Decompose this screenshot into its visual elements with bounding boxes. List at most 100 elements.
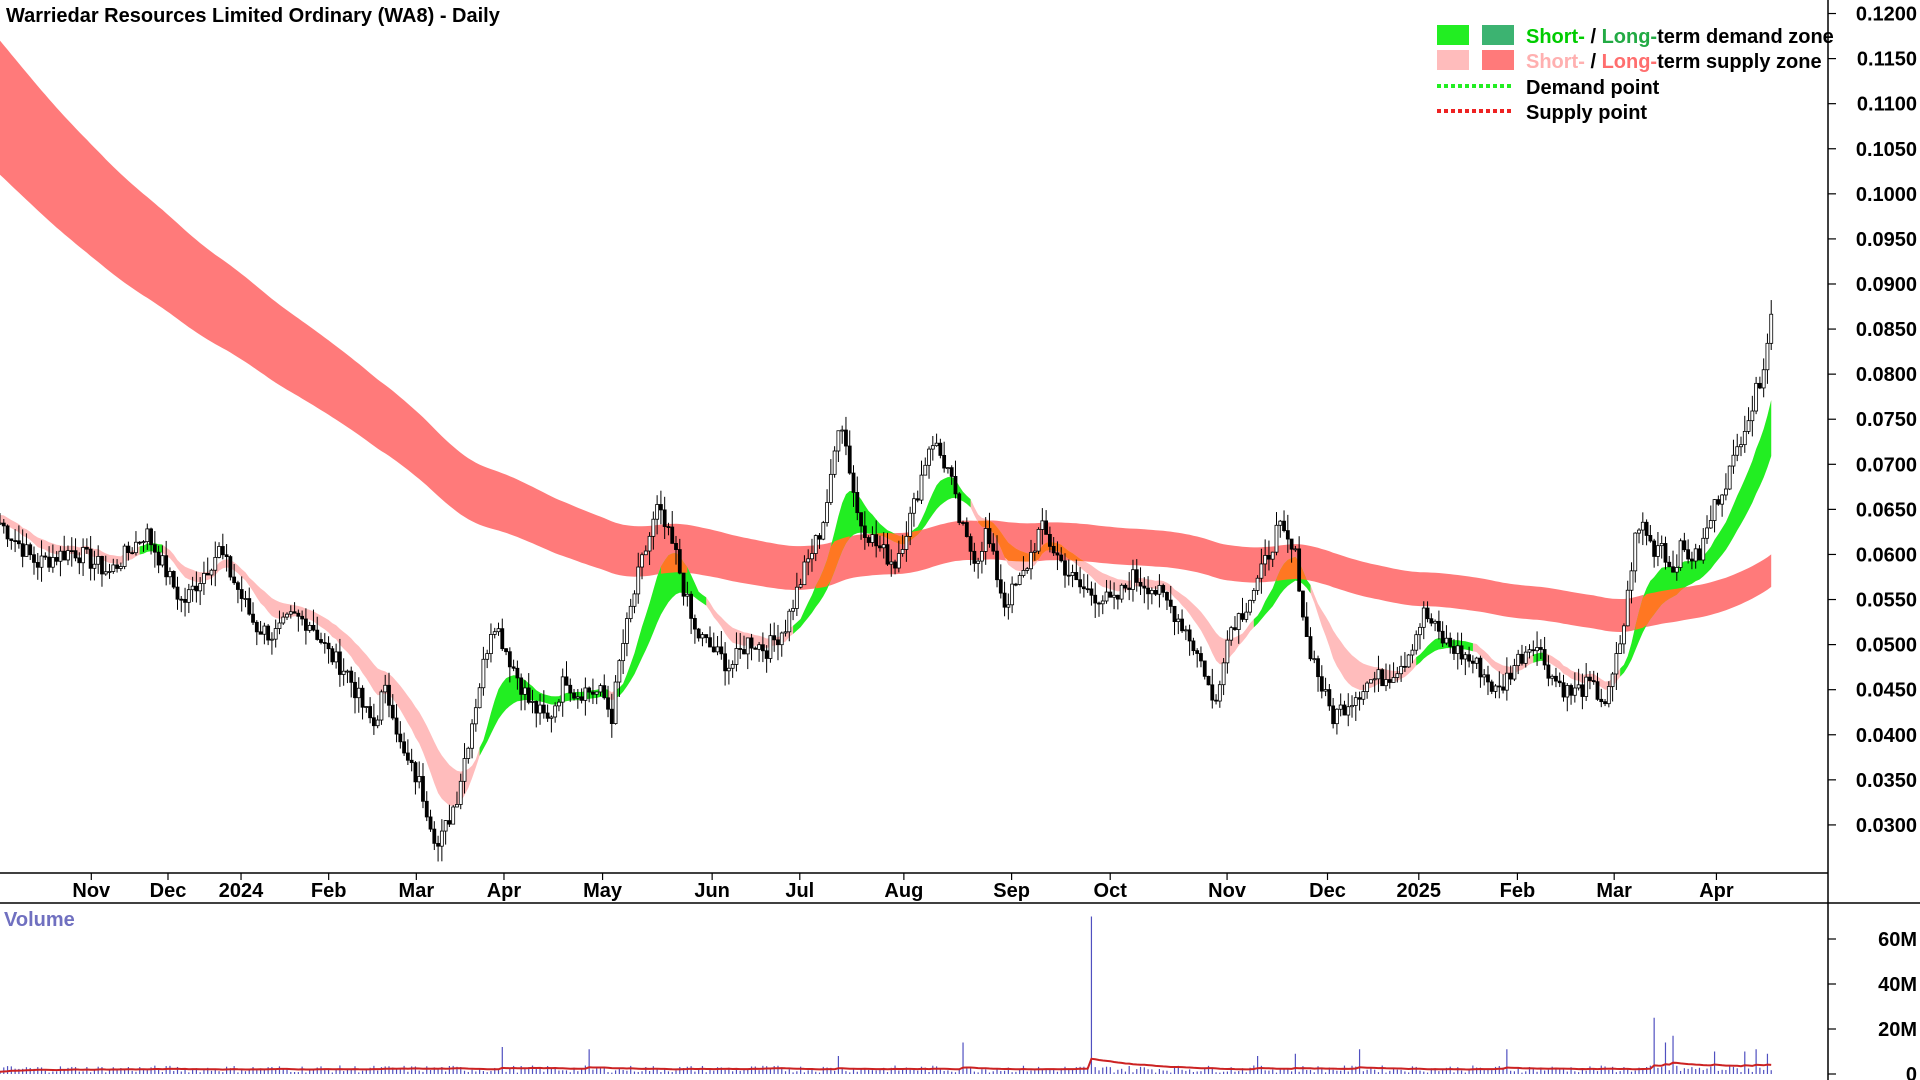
candle-body bbox=[198, 583, 203, 592]
candle-body bbox=[519, 677, 524, 695]
candle-body bbox=[1165, 592, 1169, 601]
candle-body bbox=[443, 820, 448, 832]
candle-body bbox=[1708, 520, 1713, 529]
candle-body bbox=[1055, 552, 1060, 556]
candle-body bbox=[1040, 520, 1045, 530]
candle-body bbox=[859, 512, 863, 527]
candle-body bbox=[787, 610, 792, 633]
time-tick-label: 2024 bbox=[219, 880, 264, 902]
candle-body bbox=[1656, 545, 1660, 557]
candle-body bbox=[107, 571, 112, 573]
candle-body bbox=[1316, 658, 1320, 678]
candle-body bbox=[1369, 679, 1373, 684]
candle-body bbox=[39, 555, 44, 568]
candle-body bbox=[387, 684, 391, 706]
time-tick-label: Nov bbox=[72, 880, 111, 902]
candle-body bbox=[1206, 675, 1211, 686]
candle-body bbox=[337, 651, 342, 675]
candle-body bbox=[632, 593, 637, 607]
candle-body bbox=[398, 733, 403, 743]
candle-body bbox=[791, 608, 795, 612]
candle-body bbox=[458, 780, 463, 805]
candle-body bbox=[1047, 533, 1052, 547]
candle-body bbox=[1693, 548, 1698, 562]
candle-body bbox=[1754, 382, 1759, 412]
volume-tick-label: 20M bbox=[1878, 1019, 1917, 1041]
candle-body bbox=[1452, 646, 1456, 654]
legend: Short- / Long-term demand zone Short- / … bbox=[1437, 25, 1834, 124]
candle-body bbox=[866, 537, 871, 543]
legend-supply-zone: Short- / Long-term supply zone bbox=[1526, 51, 1822, 73]
candle-body bbox=[1712, 499, 1717, 521]
candle-body bbox=[1217, 684, 1222, 702]
candle-body bbox=[126, 545, 131, 554]
candle-body bbox=[349, 670, 354, 683]
candle-body bbox=[806, 558, 811, 563]
candle-body bbox=[1157, 585, 1162, 595]
candle-body bbox=[69, 550, 74, 553]
candle-body bbox=[749, 637, 754, 649]
candle-body bbox=[311, 624, 316, 631]
candle-body bbox=[247, 598, 252, 615]
candle-body bbox=[594, 691, 599, 695]
time-tick-label: Nov bbox=[1208, 880, 1247, 902]
candle-body bbox=[243, 598, 248, 600]
candle-body bbox=[492, 631, 497, 635]
candle-body bbox=[1014, 583, 1018, 586]
candle-body bbox=[202, 573, 206, 584]
candle-body bbox=[1176, 618, 1181, 623]
candle-body bbox=[1501, 686, 1505, 691]
candle-body bbox=[1731, 454, 1736, 467]
candle-body bbox=[447, 820, 452, 825]
candle-body bbox=[1467, 654, 1471, 662]
candle-body bbox=[288, 611, 293, 615]
candle-body bbox=[209, 569, 214, 576]
candle-body bbox=[1769, 313, 1774, 344]
candle-body bbox=[598, 685, 603, 693]
candle-body bbox=[1357, 697, 1362, 700]
candle-body bbox=[251, 613, 255, 623]
time-tick-label: Oct bbox=[1094, 880, 1128, 902]
candle-body bbox=[405, 752, 410, 761]
candle-body bbox=[730, 664, 735, 669]
candle-body bbox=[643, 550, 648, 556]
candle-body bbox=[511, 666, 516, 669]
candle-body bbox=[980, 551, 984, 562]
candle-body bbox=[1606, 686, 1611, 705]
candle-body bbox=[485, 653, 490, 660]
candle-body bbox=[983, 528, 988, 552]
volume-ticks: 60M 40M 20M 0 bbox=[1828, 929, 1917, 1080]
candle-body bbox=[164, 555, 169, 578]
price-ticks: 0.0300 0.0350 0.0400 0.0450 0.0500 0.0550 0.06… bbox=[1828, 4, 1917, 837]
candle-body bbox=[662, 509, 667, 527]
candle-body bbox=[1538, 647, 1543, 650]
candle-body bbox=[723, 653, 728, 672]
candle-body bbox=[489, 634, 493, 655]
candle-body bbox=[1168, 599, 1173, 607]
candle-body bbox=[685, 593, 690, 597]
candle-body bbox=[776, 639, 780, 646]
candle-body bbox=[1180, 618, 1184, 632]
candle-body bbox=[62, 550, 67, 561]
candle-body bbox=[292, 611, 297, 614]
candle-body bbox=[942, 455, 947, 469]
candle-body bbox=[1293, 548, 1298, 551]
candle-body bbox=[1622, 625, 1626, 645]
price-tick-label: 0.0500 bbox=[1856, 635, 1917, 657]
candle-body bbox=[1629, 570, 1634, 591]
price-tick-label: 0.0300 bbox=[1856, 815, 1917, 837]
candle-body bbox=[168, 571, 172, 578]
candle-body bbox=[1384, 679, 1388, 687]
candle-body bbox=[946, 467, 950, 470]
price-tick-label: 0.0900 bbox=[1856, 274, 1917, 296]
candle-body bbox=[538, 704, 542, 714]
candle-body bbox=[572, 692, 576, 699]
short-demand-zone bbox=[1416, 638, 1473, 666]
candle-body bbox=[92, 563, 97, 569]
candle-body bbox=[436, 842, 440, 847]
candle-body bbox=[696, 628, 701, 639]
candle-body bbox=[1637, 529, 1641, 534]
candle-body bbox=[832, 450, 837, 475]
candle-body bbox=[1199, 653, 1203, 662]
candle-body bbox=[1678, 540, 1683, 568]
